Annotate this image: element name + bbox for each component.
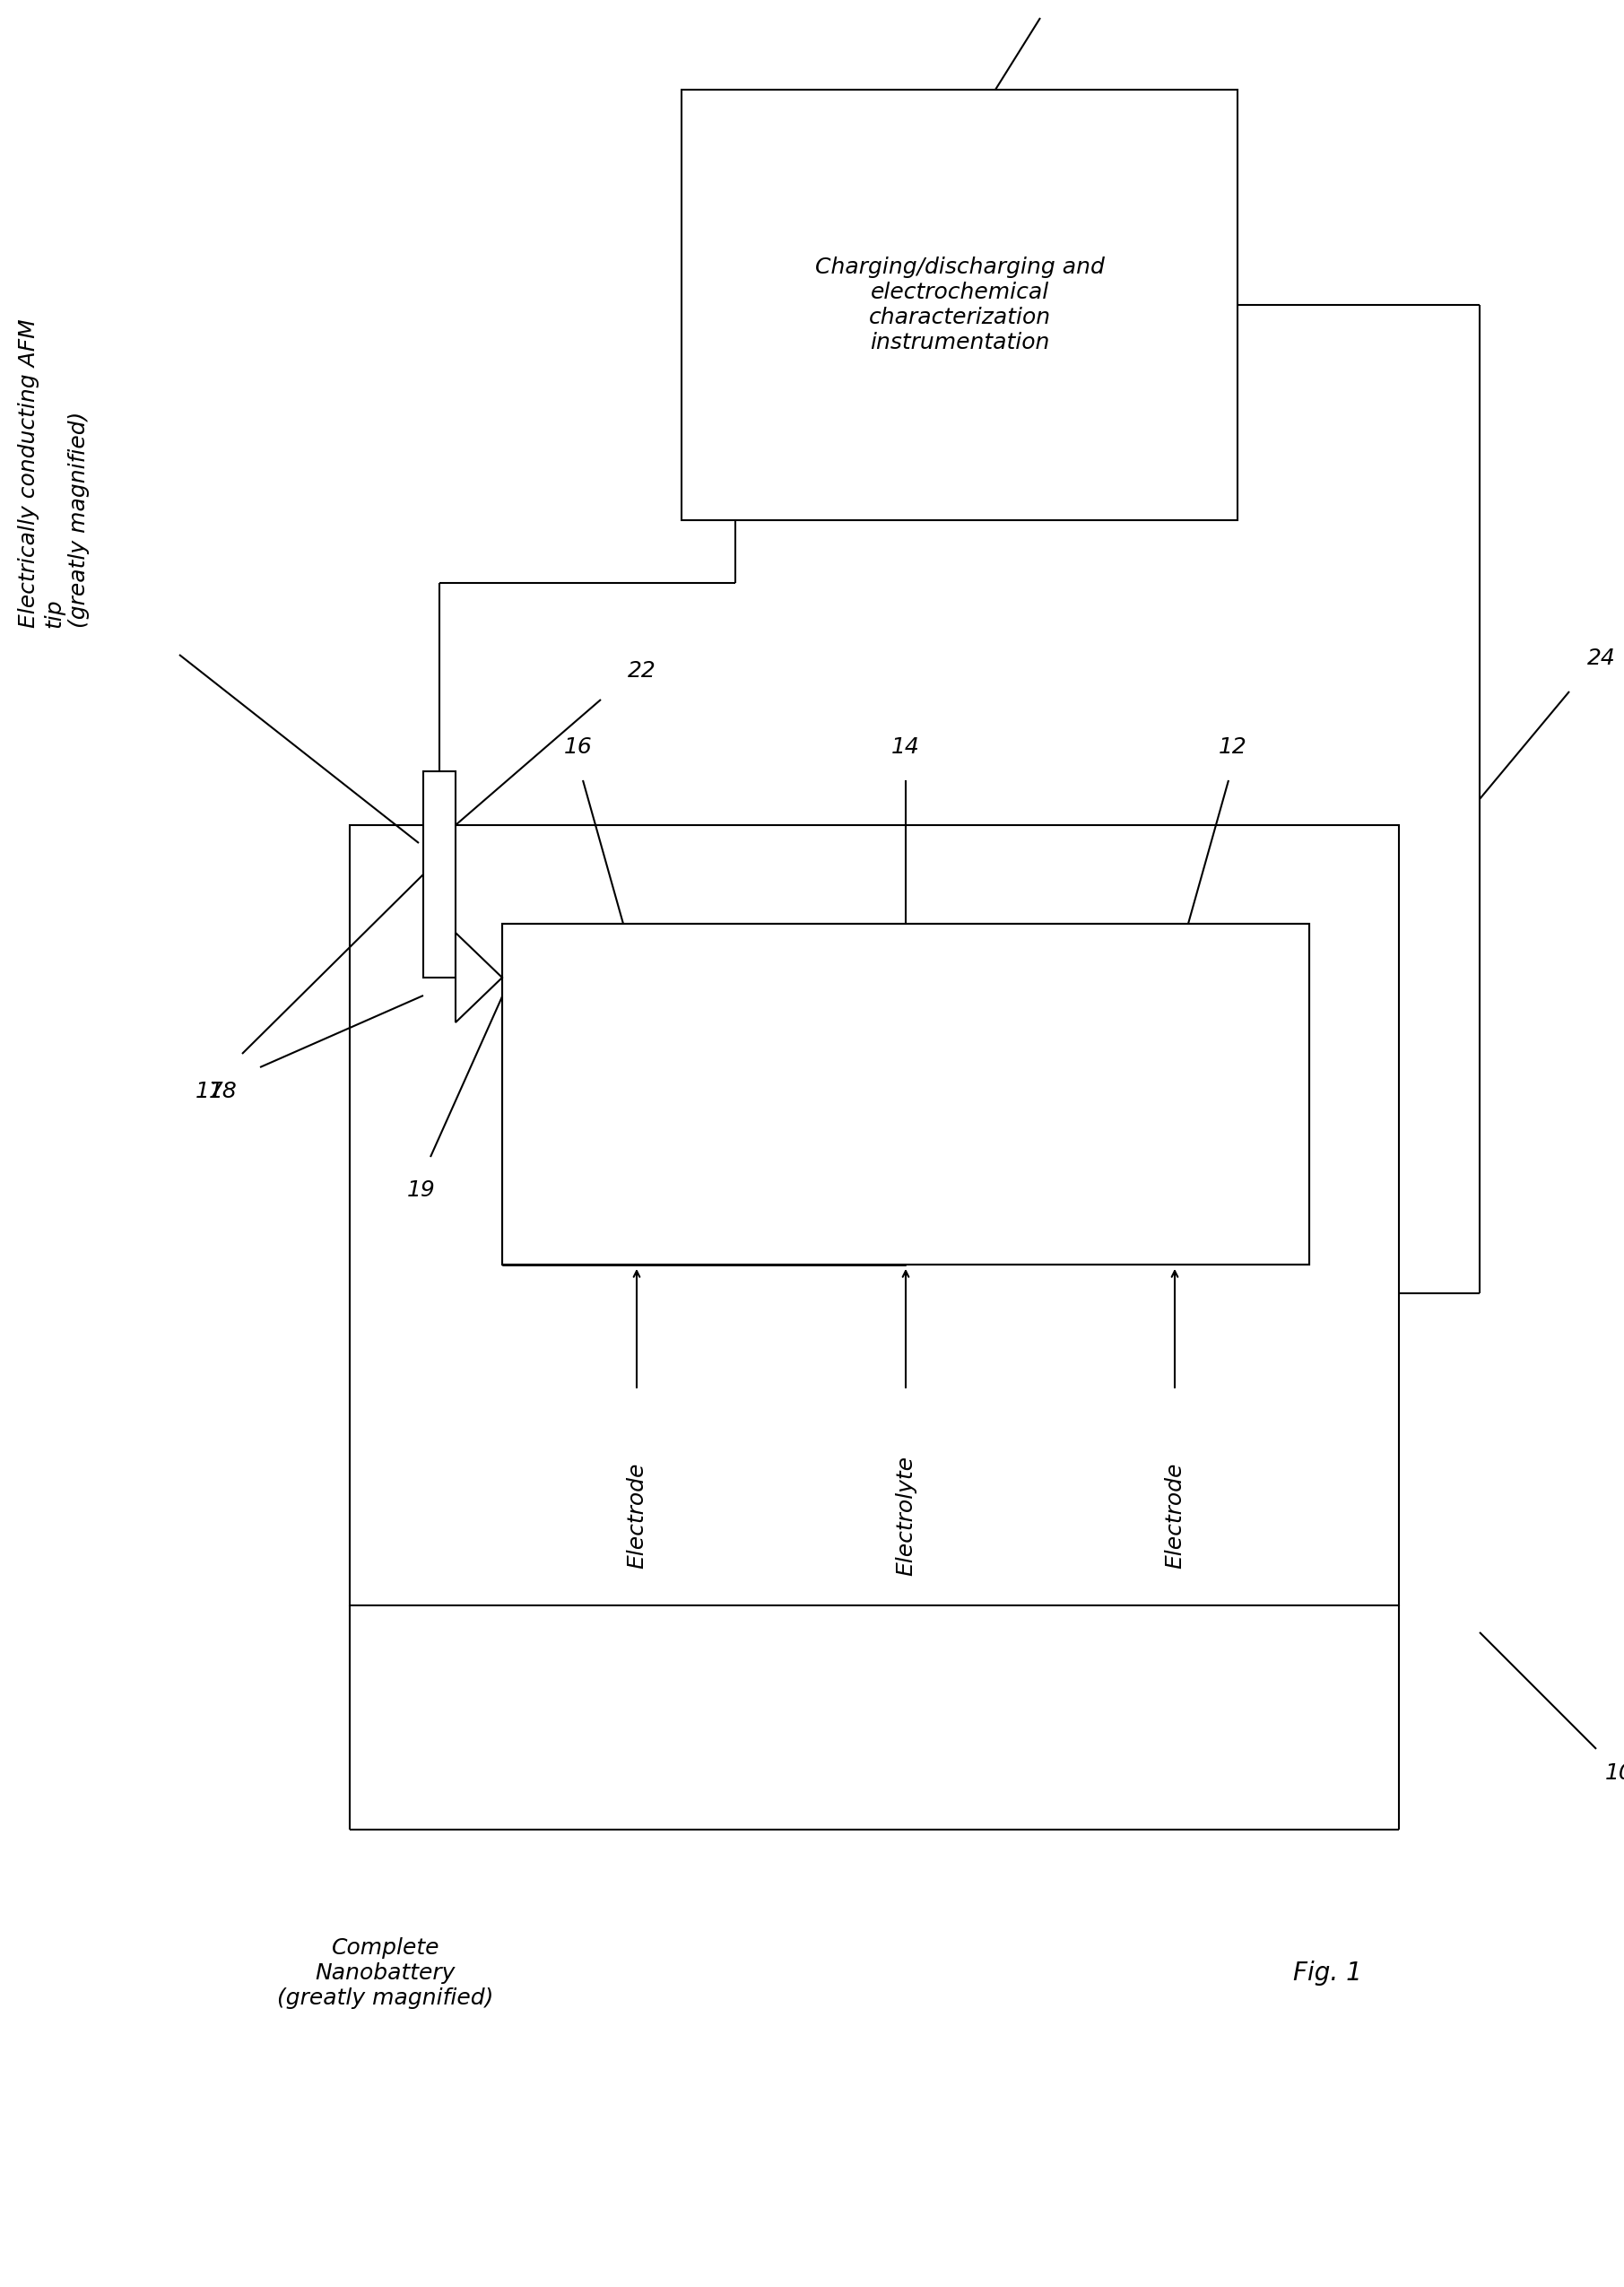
Text: 22: 22 xyxy=(628,661,656,682)
Bar xyxy=(502,924,1309,1265)
Text: Complete
Nanobattery
(greatly magnified): Complete Nanobattery (greatly magnified) xyxy=(278,1937,494,2008)
Text: Electrically conducting AFM
tip
(greatly magnified): Electrically conducting AFM tip (greatly… xyxy=(18,318,89,629)
Text: 17: 17 xyxy=(197,1082,224,1102)
Text: Electrolyte: Electrolyte xyxy=(895,1455,916,1576)
Text: 24: 24 xyxy=(1587,647,1616,670)
Bar xyxy=(682,89,1237,519)
Text: 10: 10 xyxy=(1605,1763,1624,1784)
Text: Electrode: Electrode xyxy=(625,1464,648,1569)
Bar xyxy=(502,924,1309,1265)
Text: 19: 19 xyxy=(408,1180,435,1201)
Text: 14: 14 xyxy=(892,736,919,757)
Text: Fig. 1: Fig. 1 xyxy=(1293,1960,1361,1985)
Text: 12: 12 xyxy=(1218,736,1247,757)
Polygon shape xyxy=(456,933,502,1022)
Bar xyxy=(424,771,456,977)
Text: 18: 18 xyxy=(209,1082,237,1102)
Bar xyxy=(349,826,1398,1605)
Text: 16: 16 xyxy=(564,736,593,757)
Text: Charging/discharging and
electrochemical
characterization
instrumentation: Charging/discharging and electrochemical… xyxy=(815,256,1104,352)
Bar xyxy=(502,924,1309,1265)
Text: Electrode: Electrode xyxy=(1164,1464,1186,1569)
